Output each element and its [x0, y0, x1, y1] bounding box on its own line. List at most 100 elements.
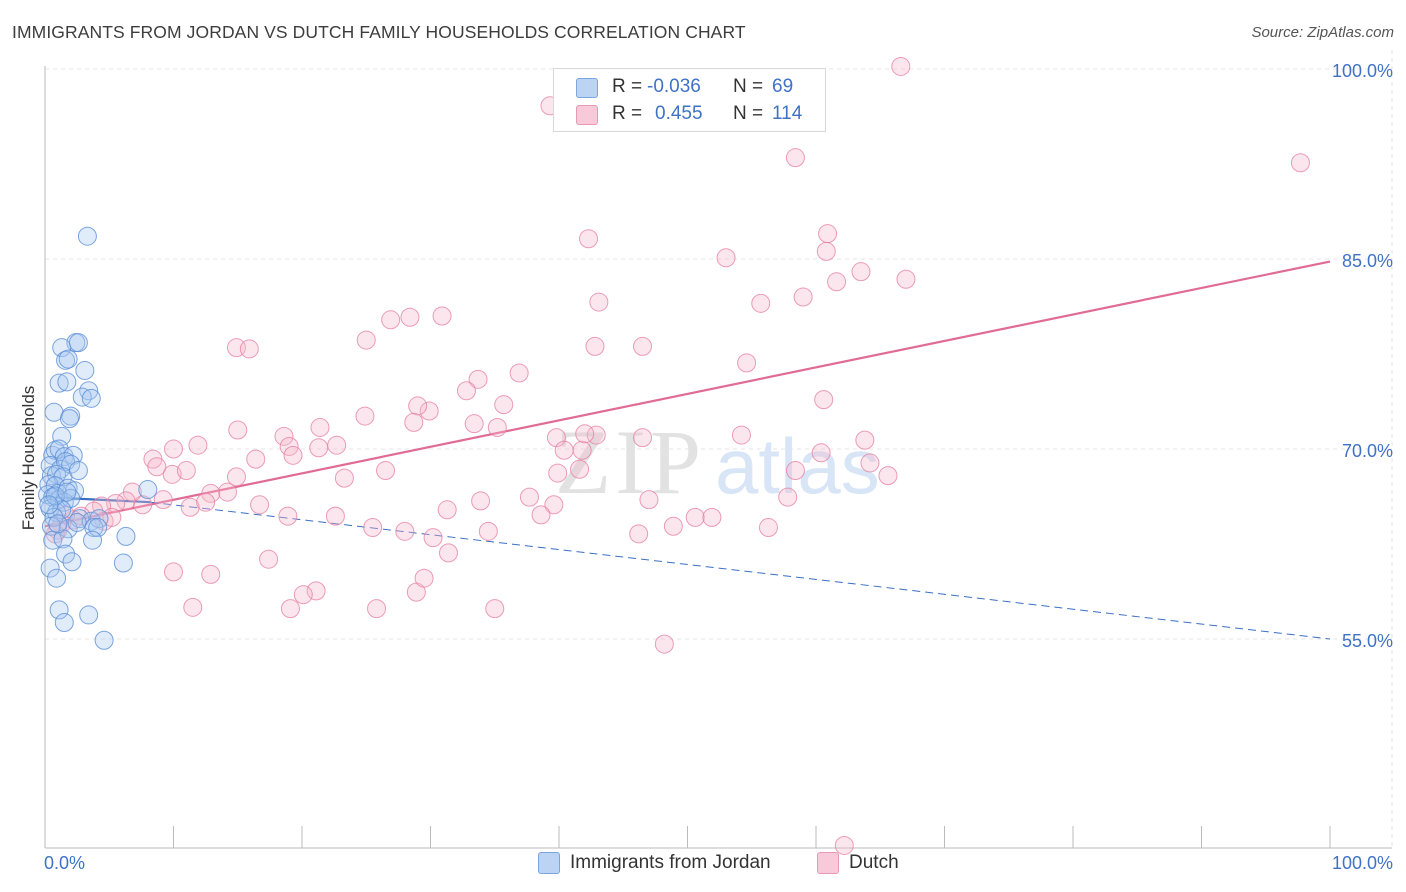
dutch-point	[164, 439, 183, 459]
dutch-point	[280, 599, 300, 619]
dutch-point	[531, 505, 551, 525]
legend-r-value: 0.455	[655, 103, 703, 124]
dutch-point	[164, 562, 183, 582]
jordan-point	[47, 568, 67, 588]
jordan-point	[57, 482, 77, 502]
x-tick-label: 0.0%	[44, 853, 85, 873]
dutch-point	[201, 564, 221, 584]
legend-row-jordan: R = -0.036 N = 69	[554, 73, 825, 101]
dutch-point	[685, 507, 705, 527]
jordan-point	[40, 558, 60, 578]
dutch-point	[432, 306, 452, 326]
dutch-point	[201, 483, 221, 503]
dutch-point	[414, 568, 434, 588]
dutch-point	[579, 229, 599, 249]
jordan-point	[48, 514, 68, 534]
dutch-point	[293, 585, 313, 605]
correlation-legend: R = -0.036 N = 69 R = 0.455 N = 114	[553, 68, 826, 132]
dutch-point	[589, 292, 609, 312]
jordan-point	[138, 480, 158, 500]
dutch-point	[1290, 153, 1310, 173]
jordan-point	[52, 426, 72, 446]
dutch-point	[548, 463, 568, 483]
dutch-point	[363, 518, 383, 538]
legend-n-value: 69	[772, 76, 794, 97]
dutch-point	[494, 395, 514, 415]
jordan-point	[57, 372, 77, 392]
dutch-point	[162, 464, 182, 484]
dutch-point	[471, 491, 491, 511]
y-tick-label: 100.0%	[1332, 61, 1393, 81]
jordan-point	[77, 226, 97, 246]
dutch-point	[896, 269, 916, 289]
dutch-point	[860, 453, 880, 473]
dutch-point	[334, 468, 354, 488]
dutch-point	[250, 495, 270, 515]
dutch-point	[716, 248, 736, 268]
dutch-point	[702, 507, 722, 527]
jordan-point	[75, 360, 95, 380]
dutch-point	[633, 336, 653, 356]
dutch-point	[153, 490, 173, 510]
jordan-trend-extension	[150, 501, 1331, 640]
jordan-point	[81, 388, 101, 408]
dutch-point	[818, 224, 838, 244]
dutch-point	[310, 417, 330, 437]
dutch-point	[408, 396, 428, 416]
jordan-point	[53, 529, 73, 549]
dutch-point	[663, 516, 683, 536]
jordan-point	[79, 605, 99, 625]
jordan-point	[88, 518, 108, 538]
dutch-point	[855, 430, 875, 450]
bottom-legend-swatch-dutch	[817, 852, 839, 874]
axes	[44, 66, 1392, 849]
dutch-point	[575, 424, 595, 444]
dutch-point	[751, 293, 771, 313]
jordan-point	[39, 495, 59, 515]
source-credit: Source: ZipAtlas.com	[1251, 24, 1394, 41]
dutch-point	[376, 461, 396, 481]
dutch-point	[306, 581, 326, 601]
dutch-point	[176, 461, 196, 481]
jordan-point	[94, 630, 114, 650]
dutch-point	[785, 461, 805, 481]
jordan-point	[56, 544, 76, 564]
dutch-point	[570, 459, 590, 479]
dutch-point	[468, 369, 488, 389]
jordan-point	[83, 530, 103, 550]
legend-swatch-jordan	[576, 78, 598, 98]
legend-swatch-dutch	[576, 105, 598, 125]
watermark-zip: ZIP	[555, 411, 705, 513]
jordan-point	[59, 409, 79, 429]
jordan-point	[113, 553, 133, 573]
dutch-point	[327, 435, 347, 455]
dutch-point	[278, 506, 298, 526]
dutch-point	[487, 417, 507, 437]
dutch-point	[834, 835, 854, 855]
dutch-point	[381, 310, 401, 330]
jordan-point	[49, 373, 69, 393]
dutch-point	[464, 414, 484, 434]
dutch-point	[356, 330, 376, 350]
dutch-point	[180, 497, 200, 517]
dutch-point	[395, 521, 415, 541]
chart-title: IMMIGRANTS FROM JORDAN VS DUTCH FAMILY H…	[12, 22, 746, 42]
legend-n-label: N =	[733, 103, 764, 124]
legend-r-label: R =	[612, 103, 643, 124]
dutch-point	[188, 435, 208, 455]
jordan-point	[54, 613, 74, 633]
jordan-point	[62, 552, 82, 572]
dutch-point	[731, 425, 751, 445]
dutch-point	[572, 440, 592, 460]
dutch-point	[519, 487, 539, 507]
jordan-point	[58, 349, 78, 369]
dutch-point	[891, 56, 911, 76]
jordan-points	[38, 226, 158, 650]
dutch-point	[544, 495, 564, 515]
dutch-point	[758, 518, 778, 538]
dutch-point	[654, 634, 674, 654]
dutch-point	[816, 241, 836, 261]
legend-n-value: 114	[772, 103, 803, 124]
jordan-point	[49, 600, 69, 620]
